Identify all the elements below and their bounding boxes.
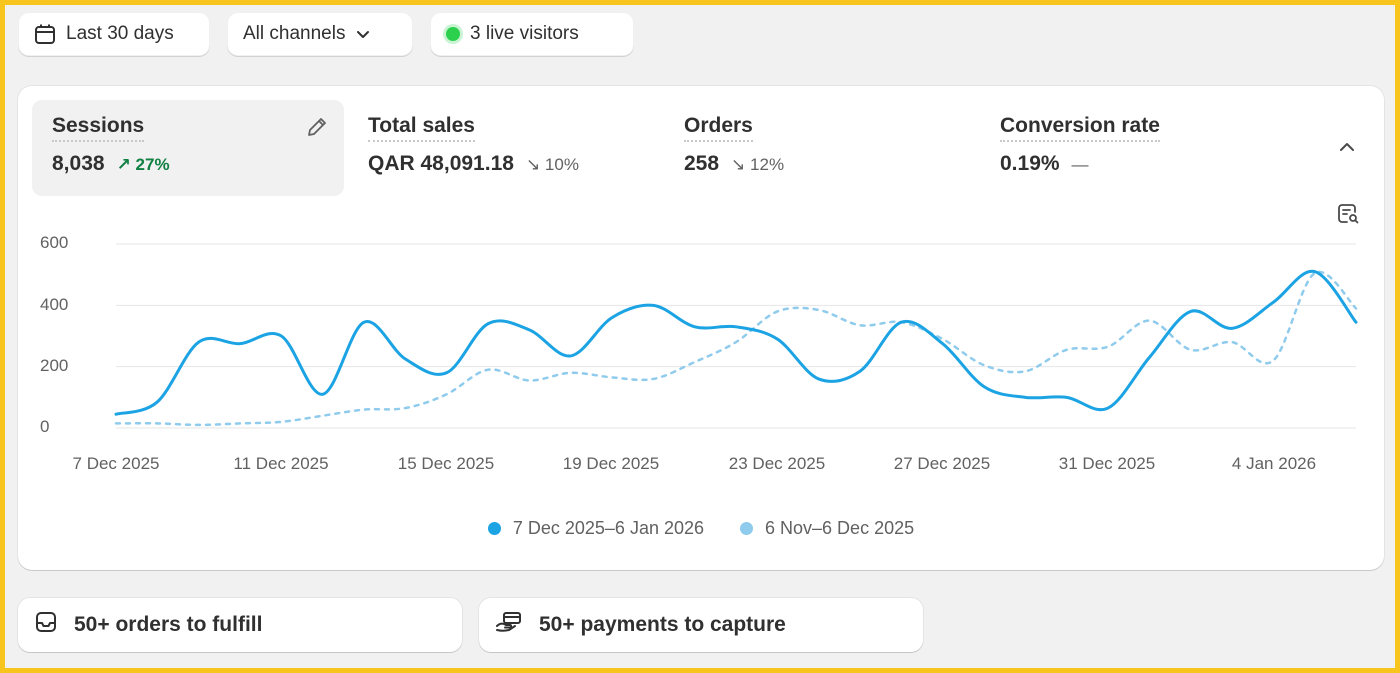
live-status-dot (446, 27, 460, 41)
sessions-line-chart (114, 243, 1358, 429)
metric-value: QAR 48,091.18 (368, 152, 514, 175)
arrow-up-right-icon: ↗ (116, 155, 131, 174)
metric-change: ↗ 27% (117, 155, 170, 175)
date-range-button[interactable]: Last 30 days (18, 12, 210, 56)
x-tick-label: 4 Jan 2026 (1231, 454, 1317, 473)
legend-item-comparison[interactable]: 6 Nov–6 Dec 2025 (740, 518, 914, 539)
analytics-card: Sessions 8,038 ↗ 27% Total sales QAR 48,… (18, 86, 1384, 570)
metric-change: ↘ 10% (526, 155, 579, 175)
metric-value: 8,038 (52, 152, 105, 175)
x-tick-label: 23 Dec 2025 (728, 454, 826, 473)
x-tick-label: 19 Dec 2025 (562, 454, 660, 473)
metric-label: Conversion rate (1000, 114, 1160, 142)
legend-item-current[interactable]: 7 Dec 2025–6 Jan 2026 (487, 518, 705, 539)
metric-total-sales[interactable]: Total sales QAR 48,091.18 ↘ 10% (348, 100, 660, 196)
inbox-icon (34, 610, 58, 640)
series-line-comparison[interactable] (114, 270, 1358, 427)
x-tick-label: 11 Dec 2025 (233, 454, 329, 473)
metric-orders[interactable]: Orders 258 ↘ 12% (664, 100, 976, 196)
arrow-down-right-icon: ↘ (525, 155, 541, 174)
orders-to-fulfill-label: 50+ orders to fulfill (74, 613, 263, 636)
metric-change-value: 12% (750, 155, 785, 174)
metric-sessions[interactable]: Sessions 8,038 ↗ 27% (32, 100, 344, 196)
chart-search-icon[interactable] (1336, 202, 1360, 231)
y-tick-label: 600 (40, 233, 69, 252)
orders-to-fulfill-card[interactable]: 50+ orders to fulfill (18, 598, 462, 652)
metric-change-value: — (1071, 155, 1089, 174)
channels-dropdown[interactable]: All channels (227, 12, 413, 56)
series-line-current[interactable] (114, 270, 1358, 416)
metric-label: Sessions (52, 114, 145, 142)
payments-to-capture-card[interactable]: 50+ payments to capture (479, 598, 923, 652)
legend-dot (487, 522, 501, 535)
chevron-up-icon[interactable] (1338, 138, 1356, 161)
y-tick-label: 0 (40, 417, 50, 436)
calendar-icon (34, 23, 56, 45)
x-tick-label: 7 Dec 2025 (72, 454, 160, 473)
live-visitors-label: 3 live visitors (470, 23, 579, 44)
arrow-down-right-icon: ↘ (731, 155, 746, 174)
channels-label: All channels (243, 23, 346, 44)
x-tick-label: 15 Dec 2025 (397, 454, 495, 473)
metric-conversion-rate[interactable]: Conversion rate 0.19% — (980, 100, 1292, 196)
metric-change-value: 27% (135, 155, 170, 174)
x-tick-label: 27 Dec 2025 (893, 454, 991, 473)
metric-change-value: 10% (544, 155, 579, 174)
metric-change: ↘ 12% (731, 155, 784, 175)
metric-label: Total sales (368, 114, 475, 142)
metric-value: 258 (684, 152, 720, 175)
live-visitors-button[interactable]: 3 live visitors (430, 12, 634, 56)
chart-legend: 7 Dec 2025–6 Jan 2026 6 Nov–6 Dec 2025 (18, 518, 1384, 539)
x-tick-label: 31 Dec 2025 (1058, 454, 1156, 473)
date-range-label: Last 30 days (66, 23, 174, 44)
metric-label: Orders (684, 114, 753, 142)
legend-label: 6 Nov–6 Dec 2025 (765, 518, 915, 538)
payments-to-capture-label: 50+ payments to capture (539, 613, 786, 636)
hand-card-icon (495, 610, 523, 640)
legend-label: 7 Dec 2025–6 Jan 2026 (512, 518, 705, 538)
metric-value: 0.19% (1000, 152, 1060, 175)
y-tick-label: 400 (40, 295, 69, 314)
pencil-icon[interactable] (306, 116, 328, 143)
chevron-down-icon (355, 26, 371, 42)
legend-dot (740, 522, 754, 535)
y-tick-label: 200 (40, 356, 69, 375)
